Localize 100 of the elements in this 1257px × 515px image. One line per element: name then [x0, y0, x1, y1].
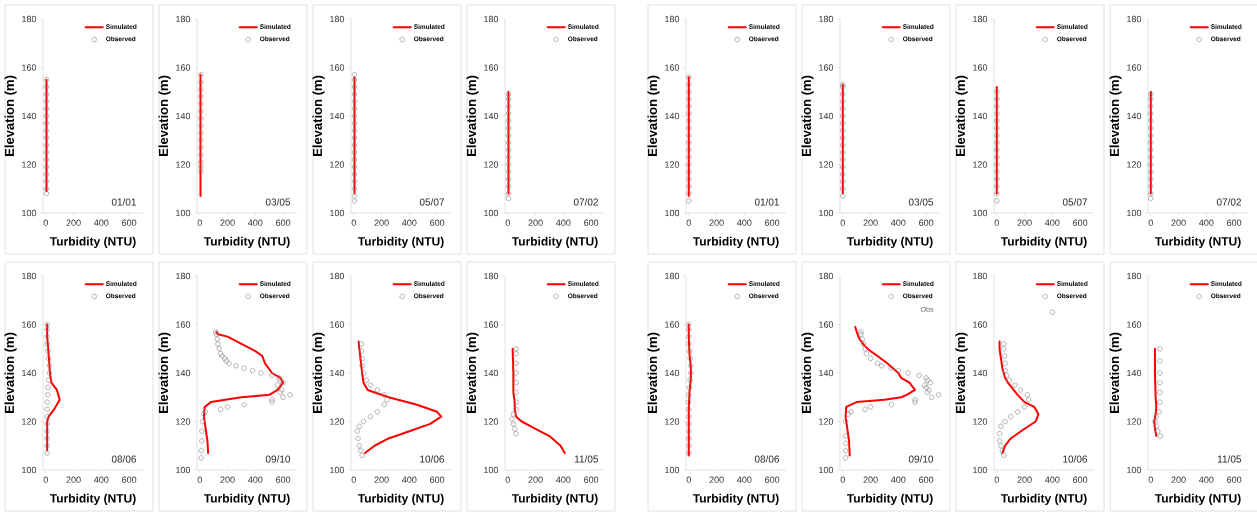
point	[513, 380, 519, 386]
point	[1024, 392, 1030, 398]
point	[994, 125, 1000, 131]
point	[43, 149, 50, 155]
point	[43, 98, 50, 105]
y-tick-label: 100	[665, 466, 680, 474]
point	[351, 178, 358, 185]
y-tick-label: 180	[973, 272, 988, 280]
point	[351, 186, 358, 192]
x-tick-label: 600	[430, 476, 445, 483]
point	[224, 404, 231, 410]
x-tick-label: 200	[1171, 219, 1186, 226]
point	[686, 384, 693, 391]
point	[1003, 372, 1010, 379]
x-tick-label: 200	[220, 219, 235, 226]
x-tick-label: 400	[402, 219, 417, 226]
x-axis-title: Turbidity (NTU)	[49, 493, 136, 505]
point	[1006, 377, 1012, 383]
y-axis-title: Elevation (m)	[955, 75, 968, 156]
point	[356, 423, 362, 429]
point	[1148, 140, 1154, 146]
point	[43, 171, 50, 177]
y-axis-title: Elevation (m)	[1109, 332, 1122, 413]
point	[840, 127, 846, 134]
point	[214, 336, 220, 342]
line-series	[511, 347, 566, 455]
point	[1148, 103, 1154, 109]
point	[367, 382, 374, 388]
point	[351, 157, 358, 163]
point	[840, 81, 846, 88]
point	[686, 443, 692, 449]
point	[686, 140, 692, 146]
y-tick-label: 100	[1127, 209, 1142, 217]
x-tick-label: 0	[1148, 476, 1153, 483]
annotation: 03/05	[908, 198, 934, 206]
y-tick-label: 120	[1127, 161, 1142, 168]
point	[44, 435, 50, 442]
y-tick-label: 160	[330, 64, 345, 71]
y-tick-label: 160	[484, 321, 499, 328]
y-axis-title: Elevation (m)	[158, 75, 171, 156]
point	[916, 372, 922, 379]
point	[198, 455, 204, 461]
annotation: 05/07	[419, 198, 444, 206]
point	[223, 358, 229, 364]
point	[198, 72, 204, 78]
point	[269, 372, 275, 379]
y-tick-label: 120	[484, 161, 499, 168]
y-tick-label: 120	[973, 161, 988, 168]
point	[1148, 132, 1154, 138]
y-tick-label: 160	[22, 321, 37, 328]
y-tick-label: 120	[819, 418, 834, 425]
point	[359, 355, 365, 362]
x-tick-label: 400	[1199, 219, 1214, 226]
x-tick-label: 0	[197, 476, 202, 483]
x-axis-title: Turbidity (NTU)	[511, 493, 598, 505]
y-tick-label: 120	[973, 418, 988, 425]
point	[1002, 418, 1008, 425]
point	[218, 406, 224, 412]
point	[840, 142, 846, 148]
point	[861, 341, 867, 347]
point	[199, 428, 205, 434]
y-tick-label: 140	[176, 369, 191, 377]
point	[505, 176, 512, 182]
point	[686, 74, 692, 80]
point	[840, 149, 846, 155]
point	[1017, 387, 1023, 393]
point	[510, 411, 516, 417]
point	[43, 84, 50, 90]
point	[381, 401, 387, 408]
point	[927, 380, 933, 386]
y-tick-label: 100	[176, 466, 191, 474]
y-axis-title: Elevation (m)	[4, 75, 17, 156]
point	[198, 144, 204, 151]
point	[840, 98, 846, 105]
point	[505, 147, 512, 153]
y-tick-label: 120	[484, 418, 499, 425]
point	[505, 118, 512, 124]
point	[922, 382, 928, 388]
y-tick-label: 160	[1127, 64, 1142, 71]
point	[198, 123, 204, 129]
point	[686, 435, 692, 442]
point	[45, 348, 51, 354]
point	[936, 392, 942, 398]
point	[512, 426, 518, 432]
y-tick-label: 100	[973, 466, 988, 474]
x-tick-label: 400	[556, 476, 571, 483]
point	[686, 118, 692, 124]
point	[198, 101, 204, 107]
point	[1148, 118, 1154, 124]
point	[994, 191, 1000, 197]
point	[686, 96, 692, 102]
point	[1152, 418, 1158, 425]
point	[222, 355, 228, 362]
annotation: 10/06	[1063, 455, 1088, 463]
y-tick-label: 160	[22, 64, 37, 71]
y-tick-label: 180	[1127, 15, 1142, 23]
point	[686, 176, 692, 182]
x-tick-label: 600	[584, 476, 599, 483]
point	[360, 418, 367, 425]
point	[381, 392, 387, 398]
